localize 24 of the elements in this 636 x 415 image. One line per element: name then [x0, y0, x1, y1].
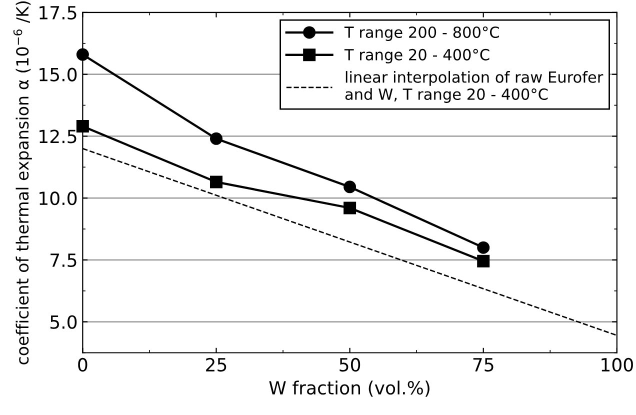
x-tick-label: 25	[206, 358, 226, 372]
point	[344, 180, 356, 194]
y-tick-label: 17.5	[40, 6, 76, 20]
y-tick-label: 5.0	[50, 315, 77, 329]
y-tick-label: 15.0	[40, 68, 77, 82]
legend-label: T range 200 - 800°C	[344, 26, 499, 41]
point	[344, 202, 356, 214]
y-tick-label: 7.5	[50, 254, 76, 268]
x-tick-label: 50	[340, 358, 360, 372]
legend-label: T range 20 - 400°C	[344, 48, 490, 64]
x-tick-label: 100	[602, 358, 633, 372]
point	[210, 132, 222, 145]
x-axis-title: W fraction (vol.%)	[269, 380, 430, 397]
point	[76, 48, 89, 61]
point	[210, 176, 222, 188]
y-tick-label: 12.5	[40, 130, 76, 144]
x-tick-label: 75	[473, 358, 494, 372]
legend-label: linear interpolation of raw Eurofer and W, T range 20 - 400°C	[345, 71, 604, 103]
y-tick-label: 10.0	[40, 192, 77, 206]
x-tick-label: 0	[78, 358, 88, 372]
y-axis-title: coefficient of thermal expansion α (10$^{−6}$ /K)	[13, 1, 32, 364]
point	[477, 254, 490, 268]
point	[477, 241, 490, 254]
point	[76, 120, 89, 133]
